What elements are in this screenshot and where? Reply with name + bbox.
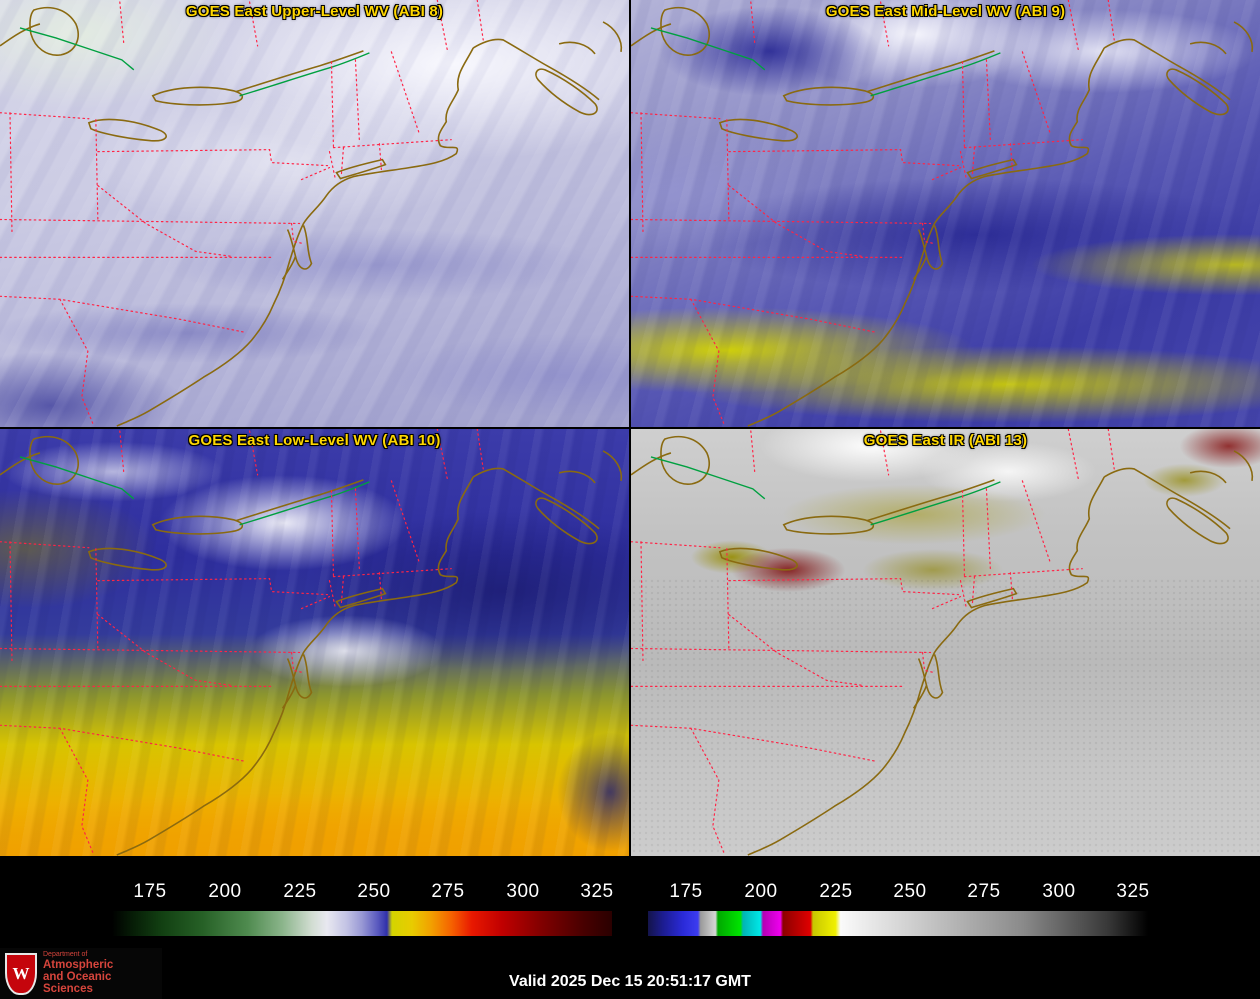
panel-ir: GOES East IR (ABI 13) bbox=[631, 429, 1260, 856]
tick-label: 325 bbox=[580, 881, 614, 902]
tick-label: 275 bbox=[967, 881, 1001, 902]
crest-letter: W bbox=[12, 963, 30, 983]
map-overlay bbox=[631, 0, 1254, 427]
tick-label: 300 bbox=[1042, 881, 1076, 902]
satellite-image-abi13 bbox=[631, 429, 1260, 856]
wv-colorbar-ticks: 175 200 225 250 275 300 325 bbox=[112, 881, 614, 903]
ir-colorbar bbox=[648, 911, 1148, 936]
map-overlay bbox=[0, 429, 623, 856]
panel-title: GOES East Low-Level WV (ABI 10) bbox=[188, 432, 441, 449]
tick-label: 300 bbox=[506, 881, 540, 902]
panel-title: GOES East Mid-Level WV (ABI 9) bbox=[825, 3, 1066, 20]
tick-label: 225 bbox=[819, 881, 853, 902]
panel-title: GOES East IR (ABI 13) bbox=[863, 432, 1028, 449]
panel-upper-level-wv: GOES East Upper-Level WV (ABI 8) bbox=[0, 0, 629, 427]
logo-name-line2: and Oceanic Sciences bbox=[43, 971, 112, 996]
tick-label: 200 bbox=[208, 881, 242, 902]
tick-label: 275 bbox=[431, 881, 465, 902]
ir-texture-overlay bbox=[631, 578, 1260, 856]
tick-label: 325 bbox=[1116, 881, 1150, 902]
satellite-image-abi9 bbox=[631, 0, 1260, 427]
panel-mid-level-wv: GOES East Mid-Level WV (ABI 9) bbox=[631, 0, 1260, 427]
tick-label: 225 bbox=[283, 881, 317, 902]
valid-time-label: Valid 2025 Dec 15 20:51:17 GMT bbox=[509, 973, 751, 990]
wv-colorbar bbox=[112, 911, 612, 936]
tick-label: 175 bbox=[669, 881, 703, 902]
tick-label: 200 bbox=[744, 881, 778, 902]
logo-text: Department of Atmospheric and Oceanic Sc… bbox=[43, 951, 157, 996]
tick-label: 175 bbox=[133, 881, 167, 902]
satellite-image-abi10 bbox=[0, 429, 629, 856]
tick-label: 250 bbox=[893, 881, 927, 902]
panel-title: GOES East Upper-Level WV (ABI 8) bbox=[185, 3, 444, 20]
tick-label: 250 bbox=[357, 881, 391, 902]
panel-low-level-wv: GOES East Low-Level WV (ABI 10) bbox=[0, 429, 629, 856]
map-overlay bbox=[631, 429, 1254, 856]
logo-name-line1: Atmospheric bbox=[43, 958, 114, 971]
uw-crest-icon: W bbox=[5, 952, 37, 995]
logo-dept-line: Department of bbox=[43, 951, 88, 959]
map-overlay bbox=[0, 0, 623, 427]
ir-colorbar-ticks: 175 200 225 250 275 300 325 bbox=[648, 881, 1150, 903]
satellite-grid: GOES East Upper-Level WV (ABI 8) GOES Ea… bbox=[0, 0, 1260, 856]
satellite-image-abi8 bbox=[0, 0, 629, 427]
uw-aos-logo: W Department of Atmospheric and Oceanic … bbox=[0, 948, 162, 999]
